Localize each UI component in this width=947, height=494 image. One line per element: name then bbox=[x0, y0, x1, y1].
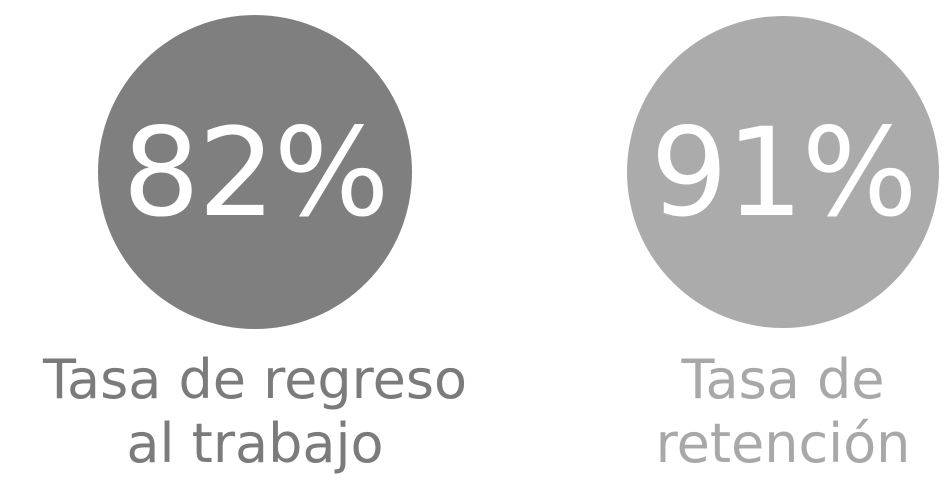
stat-caption: retención bbox=[656, 412, 911, 475]
stat-caption: Tasa de regreso bbox=[42, 348, 467, 411]
stat-caption: Tasa de bbox=[680, 348, 884, 411]
stat-circle bbox=[98, 15, 412, 329]
stat: 82% Tasa de regreso al trabajo bbox=[42, 15, 467, 475]
stat-value: 91% bbox=[650, 102, 915, 244]
stat-circle bbox=[627, 16, 939, 328]
stat: 91% Tasa de retención bbox=[627, 16, 939, 475]
stat-caption: al trabajo bbox=[126, 412, 383, 475]
stat-value: 82% bbox=[122, 102, 387, 244]
